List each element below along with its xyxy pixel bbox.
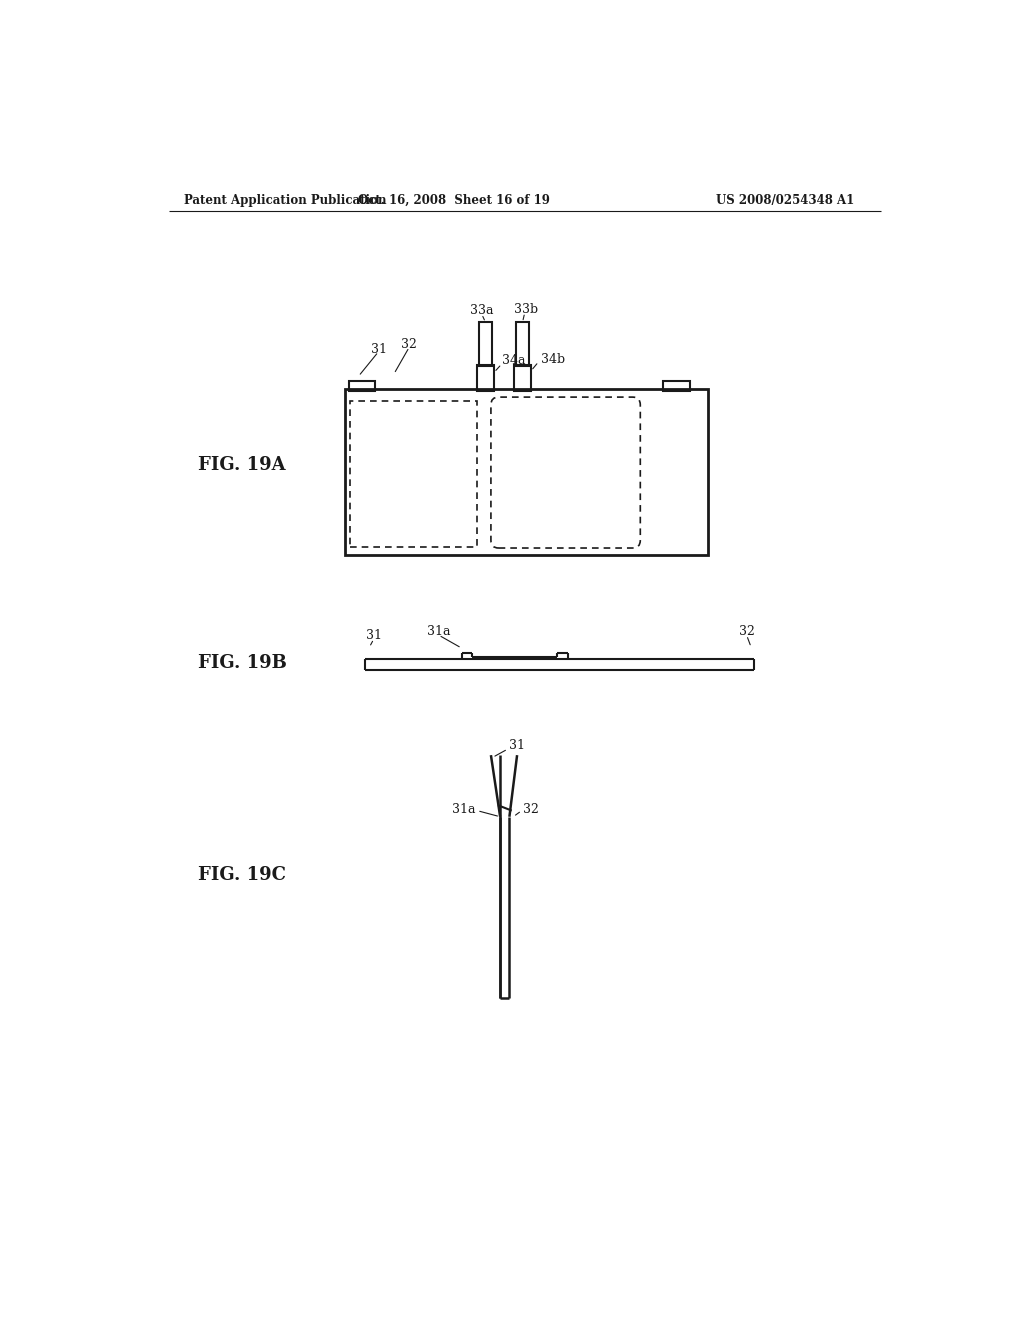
Text: 31: 31	[366, 630, 382, 643]
Text: US 2008/0254348 A1: US 2008/0254348 A1	[716, 194, 854, 207]
Bar	[514, 364, 531, 391]
Bar	[477, 364, 494, 391]
Bar	[345, 389, 708, 554]
Text: 33a: 33a	[470, 305, 494, 317]
Text: 34a: 34a	[503, 354, 526, 367]
Text: 33b: 33b	[514, 302, 539, 315]
Bar	[516, 322, 528, 366]
Text: 31a: 31a	[452, 803, 475, 816]
Bar	[349, 381, 376, 391]
Text: FIG. 19C: FIG. 19C	[199, 866, 287, 883]
Text: FIG. 19A: FIG. 19A	[199, 455, 286, 474]
Text: 34b: 34b	[541, 352, 565, 366]
Bar	[479, 322, 492, 366]
Text: FIG. 19B: FIG. 19B	[198, 653, 287, 672]
Text: 31: 31	[371, 343, 386, 356]
Text: 31: 31	[509, 739, 525, 752]
Text: 32: 32	[523, 803, 539, 816]
Bar	[664, 381, 689, 391]
Text: 32: 32	[738, 624, 755, 638]
Bar	[350, 401, 477, 548]
Text: Oct. 16, 2008  Sheet 16 of 19: Oct. 16, 2008 Sheet 16 of 19	[358, 194, 550, 207]
Text: Patent Application Publication: Patent Application Publication	[184, 194, 387, 207]
Text: 32: 32	[401, 338, 417, 351]
Text: 31a: 31a	[427, 624, 451, 638]
